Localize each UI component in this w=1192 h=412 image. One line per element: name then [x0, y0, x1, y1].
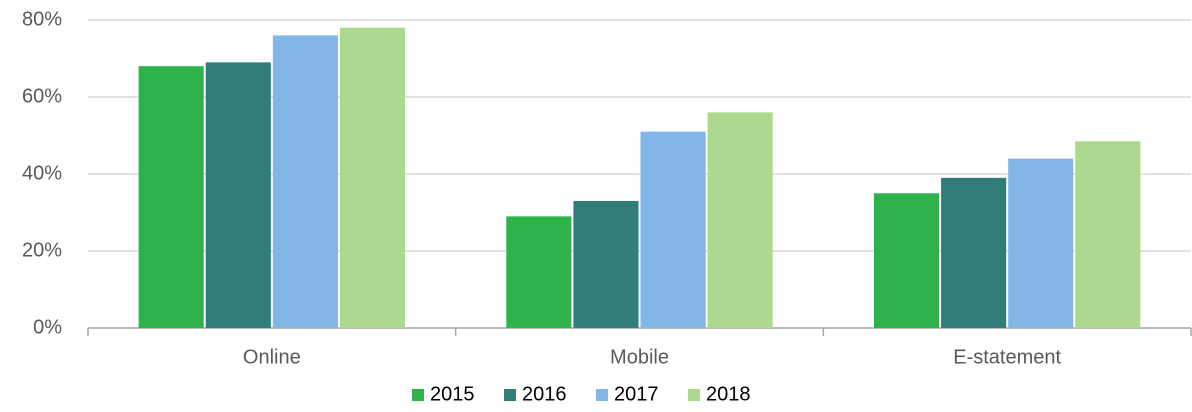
bar [573, 200, 639, 328]
legend-label: 2018 [706, 383, 751, 405]
bar [138, 66, 204, 328]
legend-swatch [412, 389, 424, 401]
bar [873, 193, 940, 328]
bar [941, 177, 1007, 328]
bar [272, 35, 338, 329]
legend-swatch [504, 389, 516, 401]
bar [1075, 141, 1141, 328]
bar [506, 216, 572, 328]
y-tick-label: 20% [22, 239, 62, 261]
x-tick-label: Online [243, 346, 301, 368]
y-tick-label: 80% [22, 8, 62, 30]
legend-swatch [596, 389, 608, 401]
y-tick-label: 60% [22, 85, 62, 107]
legend-swatch [688, 389, 700, 401]
bar [640, 131, 706, 328]
bar [339, 27, 406, 328]
legend-label: 2016 [522, 383, 567, 405]
legend-label: 2017 [614, 383, 659, 405]
bar [1008, 158, 1074, 328]
legend-label: 2015 [430, 383, 475, 405]
x-tick-label: E-statement [953, 346, 1061, 368]
y-tick-label: 0% [33, 316, 62, 338]
bar [707, 112, 773, 329]
bar [205, 62, 271, 328]
y-tick-label: 40% [22, 162, 62, 184]
x-tick-label: Mobile [610, 346, 669, 368]
